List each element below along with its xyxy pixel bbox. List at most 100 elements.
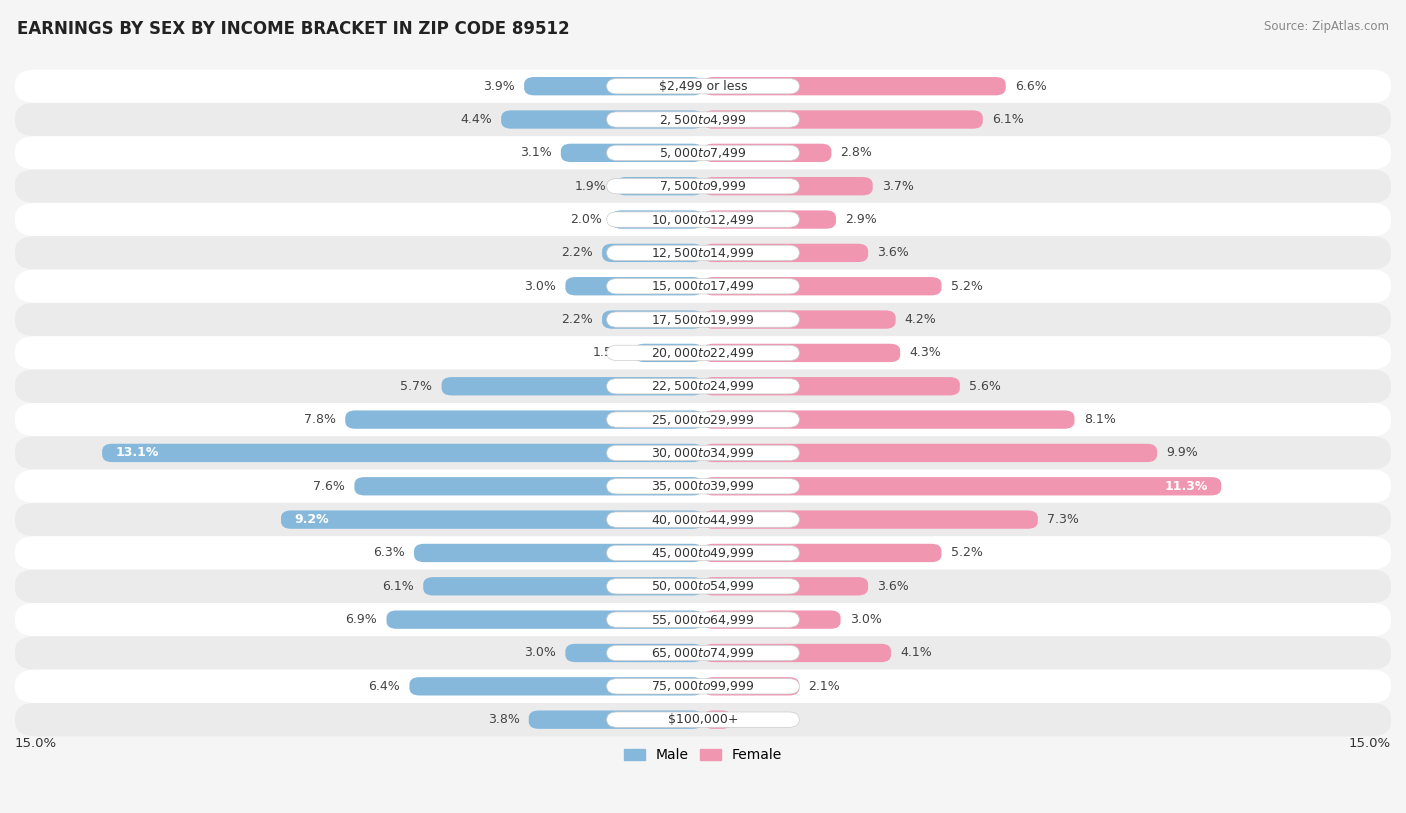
FancyBboxPatch shape: [15, 537, 1391, 570]
FancyBboxPatch shape: [15, 437, 1391, 470]
Text: $15,000 to $17,499: $15,000 to $17,499: [651, 279, 755, 293]
FancyBboxPatch shape: [15, 70, 1391, 103]
FancyBboxPatch shape: [606, 279, 800, 293]
Text: 6.1%: 6.1%: [993, 113, 1024, 126]
Text: 13.1%: 13.1%: [115, 446, 159, 459]
Text: 2.2%: 2.2%: [561, 246, 593, 259]
FancyBboxPatch shape: [15, 503, 1391, 537]
FancyBboxPatch shape: [501, 111, 703, 128]
FancyBboxPatch shape: [354, 477, 703, 495]
FancyBboxPatch shape: [561, 144, 703, 162]
FancyBboxPatch shape: [606, 146, 800, 160]
FancyBboxPatch shape: [565, 644, 703, 662]
FancyBboxPatch shape: [15, 703, 1391, 737]
FancyBboxPatch shape: [606, 479, 800, 494]
FancyBboxPatch shape: [703, 577, 868, 595]
Text: 1.5%: 1.5%: [593, 346, 626, 359]
FancyBboxPatch shape: [703, 311, 896, 328]
FancyBboxPatch shape: [606, 512, 800, 528]
FancyBboxPatch shape: [413, 544, 703, 562]
Text: $50,000 to $54,999: $50,000 to $54,999: [651, 580, 755, 593]
Text: $2,500 to $4,999: $2,500 to $4,999: [659, 112, 747, 127]
FancyBboxPatch shape: [703, 477, 1222, 495]
Text: 4.4%: 4.4%: [460, 113, 492, 126]
FancyBboxPatch shape: [606, 346, 800, 361]
FancyBboxPatch shape: [15, 170, 1391, 203]
FancyBboxPatch shape: [602, 244, 703, 262]
Text: $100,000+: $100,000+: [668, 713, 738, 726]
Text: EARNINGS BY SEX BY INCOME BRACKET IN ZIP CODE 89512: EARNINGS BY SEX BY INCOME BRACKET IN ZIP…: [17, 20, 569, 38]
Text: 3.6%: 3.6%: [877, 580, 910, 593]
FancyBboxPatch shape: [565, 277, 703, 295]
Text: $22,500 to $24,999: $22,500 to $24,999: [651, 379, 755, 393]
Text: 0.63%: 0.63%: [741, 713, 780, 726]
FancyBboxPatch shape: [703, 377, 960, 395]
FancyBboxPatch shape: [602, 311, 703, 328]
Text: 4.2%: 4.2%: [905, 313, 936, 326]
FancyBboxPatch shape: [15, 303, 1391, 337]
FancyBboxPatch shape: [15, 103, 1391, 137]
Text: $35,000 to $39,999: $35,000 to $39,999: [651, 480, 755, 493]
FancyBboxPatch shape: [15, 403, 1391, 437]
FancyBboxPatch shape: [606, 579, 800, 594]
Text: $12,500 to $14,999: $12,500 to $14,999: [651, 246, 755, 260]
FancyBboxPatch shape: [409, 677, 703, 695]
FancyBboxPatch shape: [387, 611, 703, 628]
Text: Source: ZipAtlas.com: Source: ZipAtlas.com: [1264, 20, 1389, 33]
FancyBboxPatch shape: [703, 711, 733, 728]
FancyBboxPatch shape: [346, 411, 703, 428]
Text: $75,000 to $99,999: $75,000 to $99,999: [651, 680, 755, 693]
FancyBboxPatch shape: [703, 144, 831, 162]
FancyBboxPatch shape: [423, 577, 703, 595]
Text: $45,000 to $49,999: $45,000 to $49,999: [651, 546, 755, 560]
Text: $40,000 to $44,999: $40,000 to $44,999: [651, 513, 755, 527]
FancyBboxPatch shape: [703, 411, 1074, 428]
FancyBboxPatch shape: [703, 177, 873, 195]
FancyBboxPatch shape: [703, 277, 942, 295]
Text: 3.8%: 3.8%: [488, 713, 520, 726]
Legend: Male, Female: Male, Female: [619, 743, 787, 768]
FancyBboxPatch shape: [703, 244, 868, 262]
Text: 6.3%: 6.3%: [373, 546, 405, 559]
FancyBboxPatch shape: [606, 312, 800, 328]
FancyBboxPatch shape: [15, 137, 1391, 170]
Text: 7.8%: 7.8%: [304, 413, 336, 426]
FancyBboxPatch shape: [703, 444, 1157, 462]
Text: $55,000 to $64,999: $55,000 to $64,999: [651, 613, 755, 627]
FancyBboxPatch shape: [441, 377, 703, 395]
Text: 2.2%: 2.2%: [561, 313, 593, 326]
Text: 2.0%: 2.0%: [571, 213, 602, 226]
FancyBboxPatch shape: [616, 177, 703, 195]
Text: $7,500 to $9,999: $7,500 to $9,999: [659, 179, 747, 193]
Text: 9.2%: 9.2%: [295, 513, 329, 526]
Text: 6.6%: 6.6%: [1015, 80, 1046, 93]
FancyBboxPatch shape: [606, 712, 800, 728]
FancyBboxPatch shape: [103, 444, 703, 462]
Text: 2.9%: 2.9%: [845, 213, 877, 226]
Text: $5,000 to $7,499: $5,000 to $7,499: [659, 146, 747, 160]
FancyBboxPatch shape: [529, 711, 703, 728]
Text: 3.0%: 3.0%: [849, 613, 882, 626]
FancyBboxPatch shape: [703, 211, 837, 228]
Text: 5.2%: 5.2%: [950, 546, 983, 559]
Text: $10,000 to $12,499: $10,000 to $12,499: [651, 212, 755, 227]
Text: 2.1%: 2.1%: [808, 680, 841, 693]
FancyBboxPatch shape: [703, 544, 942, 562]
FancyBboxPatch shape: [15, 203, 1391, 237]
Text: $30,000 to $34,999: $30,000 to $34,999: [651, 446, 755, 460]
Text: 5.7%: 5.7%: [401, 380, 433, 393]
Text: 6.9%: 6.9%: [346, 613, 377, 626]
Text: 3.6%: 3.6%: [877, 246, 910, 259]
FancyBboxPatch shape: [612, 211, 703, 228]
FancyBboxPatch shape: [606, 546, 800, 561]
FancyBboxPatch shape: [281, 511, 703, 528]
FancyBboxPatch shape: [15, 670, 1391, 703]
FancyBboxPatch shape: [606, 246, 800, 260]
Text: 4.3%: 4.3%: [910, 346, 941, 359]
Text: 2.8%: 2.8%: [841, 146, 873, 159]
FancyBboxPatch shape: [15, 603, 1391, 637]
FancyBboxPatch shape: [606, 79, 800, 93]
FancyBboxPatch shape: [703, 511, 1038, 528]
FancyBboxPatch shape: [703, 611, 841, 628]
FancyBboxPatch shape: [606, 646, 800, 661]
